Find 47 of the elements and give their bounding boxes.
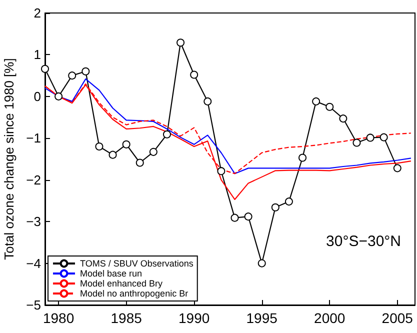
point [298,154,307,162]
point [149,148,158,156]
y-tick-label: 2 [34,6,41,20]
point [312,97,320,106]
x-tick-label: 1995 [246,310,278,326]
x-tick-label: 1990 [178,310,210,326]
point [68,72,76,80]
point [82,67,90,76]
point [108,150,117,159]
point [162,130,171,138]
y-axis-title: Total ozone change since 1980 [%] [1,58,16,260]
y-tick-label: −5 [26,298,41,312]
point [284,198,293,206]
point [190,70,198,79]
point [122,140,130,148]
point [326,102,334,111]
x-tick-label: 2005 [382,310,414,326]
y-tick-label: 0 [34,88,41,104]
point [136,158,144,167]
point [204,97,212,106]
point [95,142,104,150]
annotation: 30°S−30°N [326,233,402,250]
x-tick-label: 1980 [42,310,74,326]
x-tick-label: 2000 [314,310,346,326]
point [217,167,226,176]
legend-label: Model base run [80,268,142,278]
point [258,259,266,268]
y-tick-label: −3 [26,214,41,230]
point [54,92,63,100]
y-tick-label: 1 [34,47,41,62]
point [271,203,280,212]
point [230,214,239,222]
point [352,138,361,147]
y-tick-label: −1 [26,130,41,146]
point [366,134,374,142]
point [339,114,348,123]
y-tick-label: −2 [26,172,41,188]
point [380,133,388,142]
point [393,164,402,172]
y-tick-label: −4 [26,256,41,271]
point [41,64,49,73]
legend-label: Model enhanced Bry [80,278,164,288]
point [244,212,252,221]
legend-label: TOMS / SBUV Observations [80,258,194,268]
legend-label: Model no anthropogenic Br [80,288,188,298]
point [176,38,185,47]
x-tick-label: 1985 [110,310,142,326]
